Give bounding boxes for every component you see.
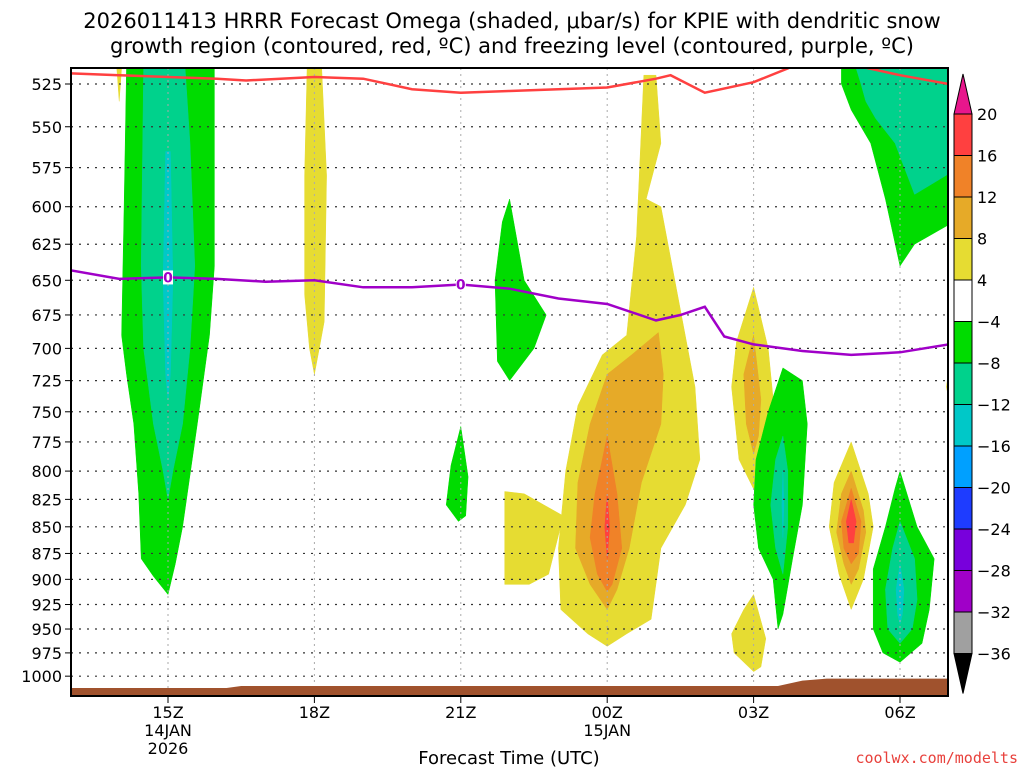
colorbar-label: 12 bbox=[977, 188, 997, 207]
y-tick-label: 725 bbox=[31, 372, 62, 391]
colorbar-label: −24 bbox=[977, 520, 1011, 539]
x-tick-label: 18Z bbox=[299, 703, 330, 722]
omega-06z-cyan bbox=[895, 563, 905, 625]
x-tick-label: 2026 bbox=[148, 739, 189, 758]
y-tick-label: 825 bbox=[31, 490, 62, 509]
colorbar-label: −12 bbox=[977, 396, 1011, 415]
y-tick-label: 700 bbox=[31, 339, 62, 358]
omega-07z-yellow-edge-low bbox=[949, 639, 954, 667]
terrain-fill bbox=[71, 678, 948, 696]
y-tick-label: 875 bbox=[31, 544, 62, 563]
contour-label: 0 bbox=[456, 278, 466, 294]
y-tick-label: 900 bbox=[31, 570, 62, 589]
colorbar-label: −36 bbox=[977, 645, 1011, 664]
y-tick-label: 925 bbox=[31, 596, 62, 615]
y-tick-label: 750 bbox=[31, 403, 62, 422]
contour-label-bg bbox=[455, 277, 466, 292]
omega-05z-teal-upper bbox=[855, 68, 948, 195]
y-tick-label: 850 bbox=[31, 518, 62, 537]
colorbar-bin bbox=[953, 487, 973, 530]
colorbar-bin bbox=[953, 528, 973, 571]
colorbar-bin bbox=[953, 238, 973, 281]
x-axis-label: Forecast Time (UTC) bbox=[418, 748, 599, 768]
y-tick-label: 950 bbox=[31, 620, 62, 639]
dendritic-growth-region-minus12C bbox=[71, 68, 948, 95]
y-tick-label: 525 bbox=[31, 75, 62, 94]
y-tick-label: 800 bbox=[31, 462, 62, 481]
colorbar-bin bbox=[953, 445, 973, 488]
chart-title: 2026011413 HRRR Forecast Omega (shaded, … bbox=[83, 9, 940, 58]
colorbar-bin bbox=[953, 321, 973, 364]
x-tick-label: 15Z bbox=[152, 703, 183, 722]
colorbar-bin bbox=[953, 113, 973, 156]
title-line-2: growth region (contoured, red, ºC) and f… bbox=[110, 34, 914, 58]
x-tick-label: 00Z bbox=[592, 703, 623, 722]
colorbar-label: −16 bbox=[977, 437, 1011, 456]
credit-text: coolwx.com/modelts bbox=[855, 749, 1018, 767]
colorbar-bottom-arrow bbox=[953, 653, 973, 694]
y-tick-label: 575 bbox=[31, 159, 62, 178]
title-line-1: 2026011413 HRRR Forecast Omega (shaded, … bbox=[83, 9, 940, 33]
omega-0345-cyan bbox=[781, 471, 785, 538]
y-tick-label: 625 bbox=[31, 235, 62, 254]
colorbar-label: −8 bbox=[977, 354, 1001, 373]
y-tick-label: 550 bbox=[31, 118, 62, 137]
colorbar-bin bbox=[953, 279, 973, 322]
x-tick-label: 21Z bbox=[445, 703, 476, 722]
colorbar-bin bbox=[953, 196, 973, 239]
colorbar-label: −4 bbox=[977, 313, 1001, 332]
colorbar-bin bbox=[953, 404, 973, 447]
x-tick-label: 14JAN bbox=[144, 721, 192, 740]
x-tick-label: 15JAN bbox=[583, 721, 631, 740]
colorbar-label: 20 bbox=[977, 105, 997, 124]
colorbar: 20 16 12 8 4 −4 −8 −12 −16 −20 −24 −28 −32 −36 bbox=[953, 73, 1011, 694]
y-tick-label: 1000 bbox=[21, 667, 62, 686]
colorbar-bin bbox=[953, 362, 973, 405]
colorbar-label: 4 bbox=[977, 271, 987, 290]
y-tick-label: 775 bbox=[31, 433, 62, 452]
colorbar-bin bbox=[953, 570, 973, 613]
x-tick-label: 03Z bbox=[738, 703, 769, 722]
omega-2230-yellow bbox=[504, 491, 564, 585]
colorbar-label: −28 bbox=[977, 562, 1011, 581]
colorbar-label: −32 bbox=[977, 603, 1011, 622]
terrain bbox=[71, 678, 948, 696]
colorbar-label: 16 bbox=[977, 147, 997, 166]
grid-lines bbox=[71, 68, 948, 696]
omega-21z-green-small bbox=[445, 426, 469, 522]
colorbar-bin bbox=[953, 155, 973, 198]
plot-frame bbox=[70, 67, 949, 697]
freezing-level-0C bbox=[71, 269, 948, 357]
omega-0515-red bbox=[846, 499, 857, 544]
colorbar-label: −20 bbox=[977, 479, 1011, 498]
x-tick-label: 06Z bbox=[884, 703, 915, 722]
colorbar-bin bbox=[953, 611, 973, 654]
y-tick-label: 675 bbox=[31, 306, 62, 325]
omega-shading bbox=[116, 68, 954, 672]
omega-03z-yellow-low bbox=[731, 593, 767, 672]
y-axis: 525 550 575 600 625 650 675 700 725 750 775 800 825 8… bbox=[21, 75, 71, 686]
colorbar-label: 8 bbox=[977, 230, 987, 249]
colorbar-top-arrow bbox=[953, 73, 973, 115]
y-tick-label: 600 bbox=[31, 198, 62, 217]
contour-label: 0 bbox=[163, 270, 173, 286]
omega-18z-yellow bbox=[304, 68, 327, 375]
contour-label-bg bbox=[163, 270, 173, 285]
y-tick-label: 975 bbox=[31, 644, 62, 663]
y-tick-label: 650 bbox=[31, 271, 62, 290]
